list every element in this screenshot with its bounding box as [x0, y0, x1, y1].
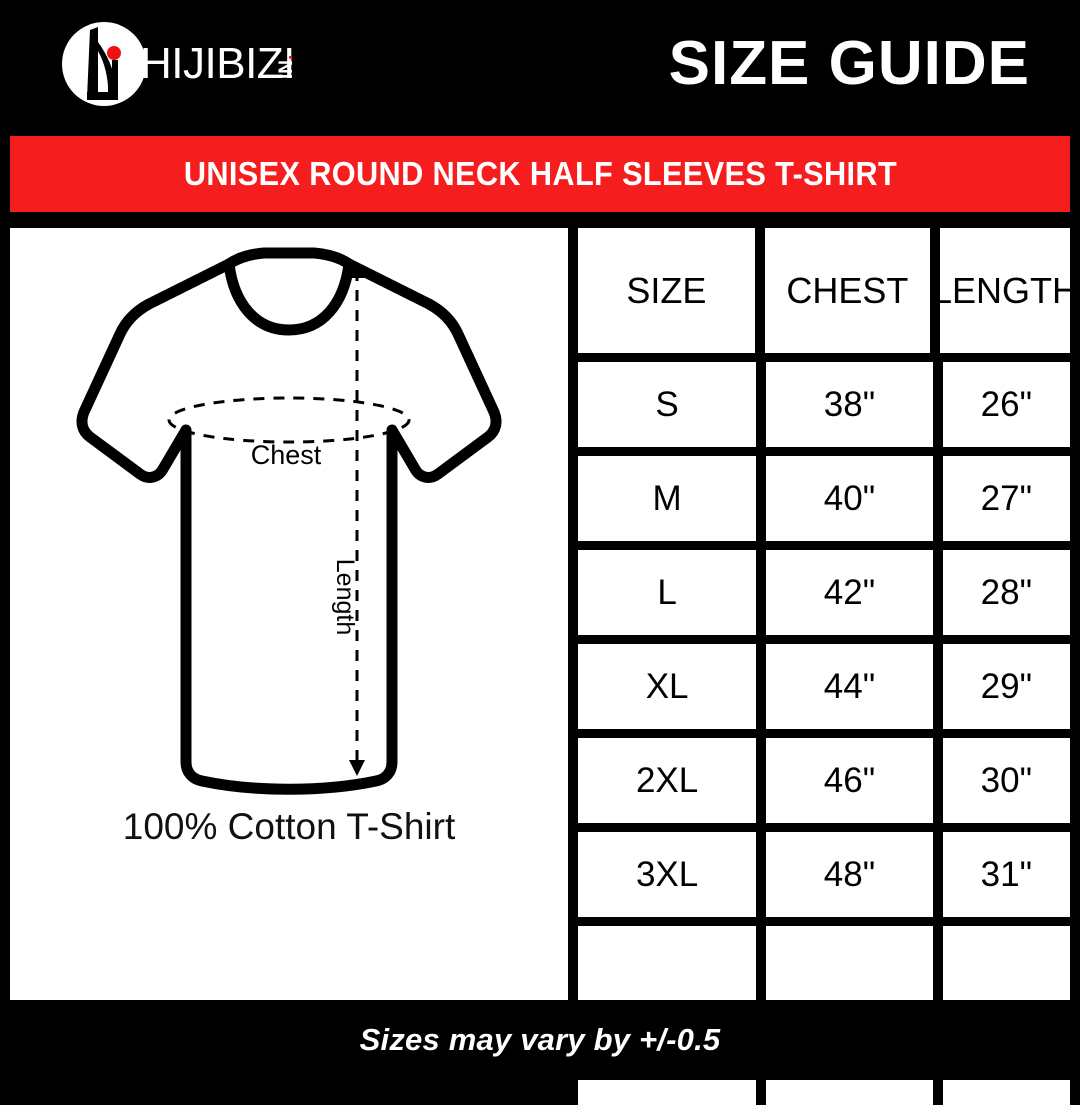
column-gap	[754, 228, 765, 353]
column-header-size: SIZE	[578, 228, 755, 353]
fabric-caption: 100% Cotton T-Shirt	[122, 806, 456, 847]
table-header-row: SIZE CHEST LENGTH	[578, 228, 1078, 353]
cell-size-5: 3XL	[578, 832, 757, 917]
table-row: XL 44" 29"	[578, 644, 1070, 729]
row-gap	[578, 635, 1070, 644]
cell-size-6	[578, 926, 757, 1011]
cell-length-1: 27"	[942, 456, 1070, 541]
logo-glyph-icon	[87, 27, 121, 100]
cell-size-2: L	[578, 550, 757, 635]
page-title: SIZE GUIDE	[668, 29, 1030, 98]
cell-chest-6	[766, 926, 933, 1011]
row-gap	[578, 729, 1070, 738]
banner-label: UNISEX ROUND NECK HALF SLEEVES T-SHIRT	[183, 155, 897, 192]
row-gap	[578, 917, 1070, 926]
column-gap	[930, 228, 940, 353]
column-gap	[932, 832, 943, 917]
cell-chest-2: 42"	[766, 550, 933, 635]
product-banner: UNISEX ROUND NECK HALF SLEEVES T-SHIRT	[10, 136, 1070, 212]
content-area: Chest Length 100% Cotton T-Shirt SIZE CHE…	[10, 228, 1078, 1105]
length-arrow-down-icon	[349, 760, 365, 776]
size-table: SIZE CHEST LENGTH S 38" 26" M 40" 27" L 42" 28" XL 44…	[578, 228, 1078, 1105]
tshirt-diagram-panel: Chest Length 100% Cotton T-Shirt	[10, 228, 568, 1000]
brand-wordmark: HIJIBIZIIN.	[140, 38, 297, 88]
page-header: HIJIBIZIIN. SIZE GUIDE	[0, 0, 1080, 128]
page-footer: Sizes may vary by +/-0.5	[0, 1000, 1080, 1080]
column-gap	[756, 738, 767, 823]
row-gap	[578, 823, 1070, 832]
tshirt-outline-icon: Chest Length	[24, 242, 554, 812]
cell-chest-5: 48"	[766, 832, 933, 917]
table-row: 3XL 48" 31"	[578, 832, 1070, 917]
cell-length-2: 28"	[942, 550, 1070, 635]
row-gap	[578, 447, 1070, 456]
column-header-chest: CHEST	[764, 228, 930, 353]
column-gap	[756, 832, 767, 917]
cell-length-0: 26"	[942, 362, 1070, 447]
column-gap	[932, 362, 943, 447]
cell-size-4: 2XL	[578, 738, 757, 823]
cell-size-0: S	[578, 362, 757, 447]
cell-length-4: 30"	[942, 738, 1070, 823]
cell-length-5: 31"	[942, 832, 1070, 917]
column-gap	[932, 926, 943, 1011]
column-gap	[932, 738, 943, 823]
tshirt-svg: Chest Length	[76, 247, 502, 795]
length-arrow-up-icon	[349, 262, 365, 278]
column-gap	[756, 644, 767, 729]
table-row: M 40" 27"	[578, 456, 1070, 541]
cell-chest-3: 44"	[766, 644, 933, 729]
cell-length-6	[942, 926, 1070, 1011]
logo-red-dot-icon	[107, 46, 121, 60]
table-row: S 38" 26"	[578, 362, 1070, 447]
brand-name-text: HIJIBIZI	[140, 38, 295, 88]
cell-chest-1: 40"	[766, 456, 933, 541]
chest-measure-ellipse	[167, 396, 411, 444]
column-gap	[756, 362, 767, 447]
column-gap	[932, 550, 943, 635]
brand-logo: HIJIBIZIIN.	[62, 22, 297, 106]
footer-note: Sizes may vary by +/-0.5	[359, 1022, 721, 1057]
row-gap	[578, 353, 1070, 362]
column-header-length: LENGTH	[932, 228, 1078, 353]
table-row: 2XL 46" 30"	[578, 738, 1070, 823]
column-gap	[932, 456, 943, 541]
table-row: L 42" 28"	[578, 550, 1070, 635]
length-label: Length	[331, 559, 359, 635]
cell-chest-4: 46"	[766, 738, 933, 823]
cell-size-1: M	[578, 456, 757, 541]
table-row	[578, 926, 1070, 1011]
column-gap	[756, 550, 767, 635]
column-gap	[756, 456, 767, 541]
cell-chest-0: 38"	[766, 362, 933, 447]
cell-length-3: 29"	[942, 644, 1070, 729]
row-gap	[578, 541, 1070, 550]
chest-label: Chest	[251, 440, 322, 470]
column-gap	[756, 926, 767, 1011]
hijibizi-circle-logo-icon	[62, 22, 146, 106]
panel-divider	[568, 228, 578, 1000]
cell-size-3: XL	[578, 644, 757, 729]
column-gap	[932, 644, 943, 729]
